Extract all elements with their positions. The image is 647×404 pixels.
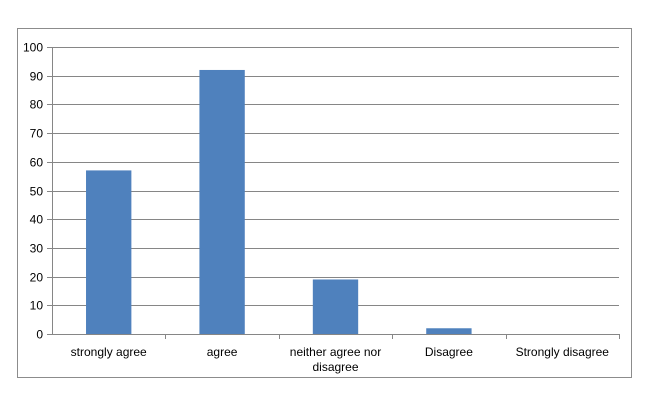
y-tick-label: 30 xyxy=(30,242,44,256)
y-tick-label: 100 xyxy=(23,41,43,55)
x-tick-label-line: Disagree xyxy=(425,345,473,359)
y-tick-label: 20 xyxy=(30,271,44,285)
y-tick-label: 10 xyxy=(30,299,44,313)
y-tick-label: 0 xyxy=(36,328,43,342)
x-tick-label-line: neither agree nor xyxy=(290,345,381,359)
y-tick-label: 90 xyxy=(30,70,44,84)
bar xyxy=(426,328,472,334)
x-tick-label: Strongly disagree xyxy=(516,345,610,359)
x-tick-label-line: strongly agree xyxy=(71,345,147,359)
x-tick-label-line: disagree xyxy=(312,360,358,374)
bar xyxy=(312,279,359,334)
y-tick-label: 80 xyxy=(30,98,44,112)
x-tick-label: agree xyxy=(207,345,238,359)
x-tick-label-line: Strongly disagree xyxy=(516,345,610,359)
y-tick-label: 50 xyxy=(30,185,44,199)
x-tick-label: Disagree xyxy=(425,345,473,359)
bar xyxy=(199,69,245,335)
y-tick-label: 60 xyxy=(30,156,44,170)
y-tick-label: 40 xyxy=(30,213,44,227)
y-tick-label: 70 xyxy=(30,127,44,141)
x-tick-label: strongly agree xyxy=(71,345,147,359)
x-tick-label-line: agree xyxy=(207,345,238,359)
x-tick-label: neither agree nor disagree xyxy=(290,345,381,374)
bar xyxy=(86,170,132,334)
